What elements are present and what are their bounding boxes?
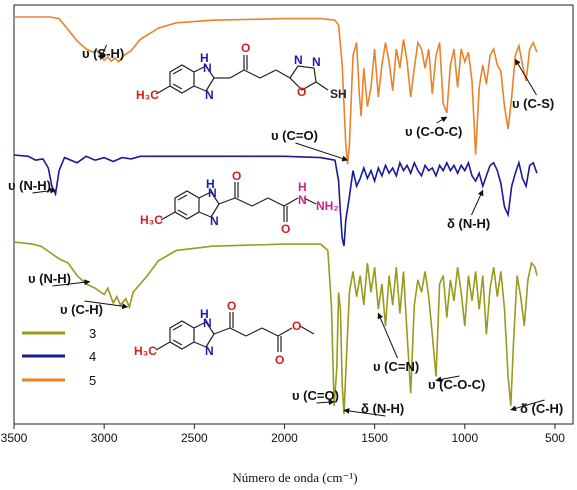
atom-label: N: [210, 214, 219, 228]
atom-label: O: [227, 299, 236, 313]
annotation-arrow: [32, 187, 57, 194]
x-axis-ticks: 3500 3000 2500 2000 1500 1000 500: [1, 424, 565, 445]
annotation-label: υ (C=N): [373, 359, 419, 374]
annotations: υ (S-H)υ (C=O) υ (C-O-C)υ (C-S)υ (N-H)δ (…: [8, 44, 563, 417]
atom-label: N: [203, 61, 212, 75]
x-tick-label: 1500: [361, 431, 388, 445]
annotation-label: υ (N-H): [8, 178, 51, 193]
annotation-arrow: [99, 44, 107, 60]
series-line-5: [14, 16, 538, 165]
structure-compound-3-labels: H N N O O O H₃C: [134, 299, 301, 367]
series-line-3: [13, 241, 538, 415]
annotation-arrow: [510, 399, 545, 412]
atom-label: N: [205, 88, 214, 102]
atom-label: O: [232, 169, 241, 183]
x-axis-label: Número de onda (cm⁻¹): [232, 470, 357, 485]
atom-label: H₃C: [134, 344, 157, 358]
annotation-label: υ (C-H): [60, 302, 103, 317]
atom-label: H₃C: [136, 88, 159, 102]
legend: 3 4 5: [22, 326, 96, 388]
atom-label: O: [281, 222, 290, 236]
structure-compound-5: [155, 55, 329, 95]
atom-label: N: [312, 55, 321, 69]
annotation-arrow: [343, 407, 386, 417]
atom-label: N: [203, 316, 212, 330]
annotation-arrow: [436, 116, 448, 124]
atom-label: O: [275, 353, 284, 367]
annotation-arrow: [471, 189, 484, 216]
annotation-label: δ (N-H): [447, 216, 490, 231]
atom-label: N: [205, 344, 214, 358]
atom-label: O: [241, 41, 250, 55]
atom-label: N: [294, 53, 303, 67]
legend-label-5: 5: [89, 373, 96, 388]
annotation-label: δ (C-H): [520, 401, 563, 416]
annotation-arrow: [52, 279, 91, 287]
annotation-arrow: [84, 300, 129, 310]
atom-label: N: [298, 193, 307, 207]
x-tick-label: 1000: [451, 431, 478, 445]
atom-label: H₃C: [140, 213, 163, 227]
annotation-label: υ (C-S): [512, 96, 554, 111]
annotation-arrow: [295, 142, 349, 162]
x-tick-label: 500: [545, 431, 565, 445]
atom-label: O: [292, 319, 301, 333]
atom-label: N: [208, 186, 217, 200]
legend-label-4: 4: [89, 349, 96, 364]
plot-frame: [13, 4, 574, 425]
atom-label: SH: [330, 87, 347, 101]
series-line-4: [13, 154, 538, 247]
structure-compound-4: [160, 182, 317, 222]
atom-label: O: [297, 85, 306, 99]
annotation-label: δ (N-H): [361, 401, 404, 416]
x-tick-label: 2500: [181, 431, 208, 445]
legend-label-3: 3: [89, 326, 96, 341]
x-tick-label: 3000: [91, 431, 118, 445]
x-tick-label: 2000: [271, 431, 298, 445]
structure-compound-3: [155, 312, 315, 352]
x-tick-label: 3500: [1, 431, 28, 445]
atom-label: H: [200, 307, 209, 321]
annotation-label: υ (C=O): [292, 388, 339, 403]
atom-label: H: [206, 177, 215, 191]
annotation-arrow: [377, 312, 398, 359]
annotation-arrow: [514, 58, 537, 96]
annotation-arrow: [435, 375, 460, 383]
annotation-label: υ (C=O): [271, 128, 318, 143]
annotation-label: υ (N-H): [28, 271, 71, 286]
annotation-label: υ (C-O-C): [428, 377, 485, 392]
annotation-label: υ (C-O-C): [405, 124, 462, 139]
annotation-arrow: [316, 399, 335, 406]
series-layer: [13, 16, 538, 415]
structure-compound-5-labels: H N N O N N O SH H₃C: [136, 41, 347, 102]
structure-compound-4-labels: H N N O O N H NH₂ H₃C: [140, 169, 339, 236]
atom-label: H: [298, 180, 307, 194]
atom-label: NH₂: [316, 199, 339, 213]
atom-label: H: [200, 51, 209, 65]
